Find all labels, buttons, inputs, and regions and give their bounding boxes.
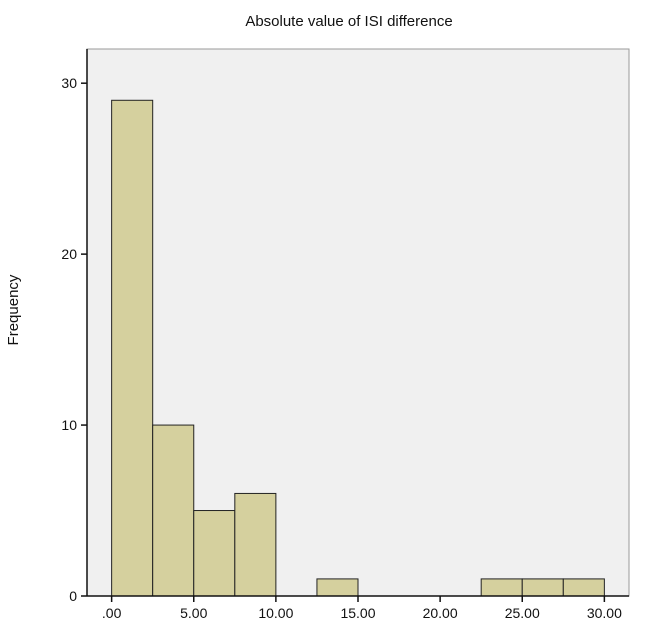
histogram-bar — [480, 578, 523, 597]
x-tick-label: 10.00 — [258, 605, 293, 621]
histogram-bar — [562, 578, 605, 597]
histogram-bar — [111, 99, 154, 597]
x-tick-label: 15.00 — [340, 605, 375, 621]
x-tick-label: 5.00 — [180, 605, 207, 621]
y-tick-label: 0 — [69, 588, 77, 604]
histogram-bar — [234, 492, 277, 597]
x-tick-label: 20.00 — [423, 605, 458, 621]
bars-layer — [111, 99, 605, 597]
histogram-bar — [521, 578, 564, 597]
y-tick-label: 20 — [61, 246, 77, 262]
chart-title: Absolute value of ISI difference — [245, 13, 452, 30]
y-axis-label: Frequency — [5, 274, 22, 345]
x-tick-label: 25.00 — [505, 605, 540, 621]
y-tick-label: 10 — [61, 417, 77, 433]
x-tick-label: 30.00 — [587, 605, 622, 621]
histogram-bar — [316, 578, 359, 597]
histogram-bar — [152, 424, 195, 597]
x-tick-label: .00 — [102, 605, 122, 621]
histogram-bar — [193, 510, 236, 597]
y-tick-label: 30 — [61, 75, 77, 91]
